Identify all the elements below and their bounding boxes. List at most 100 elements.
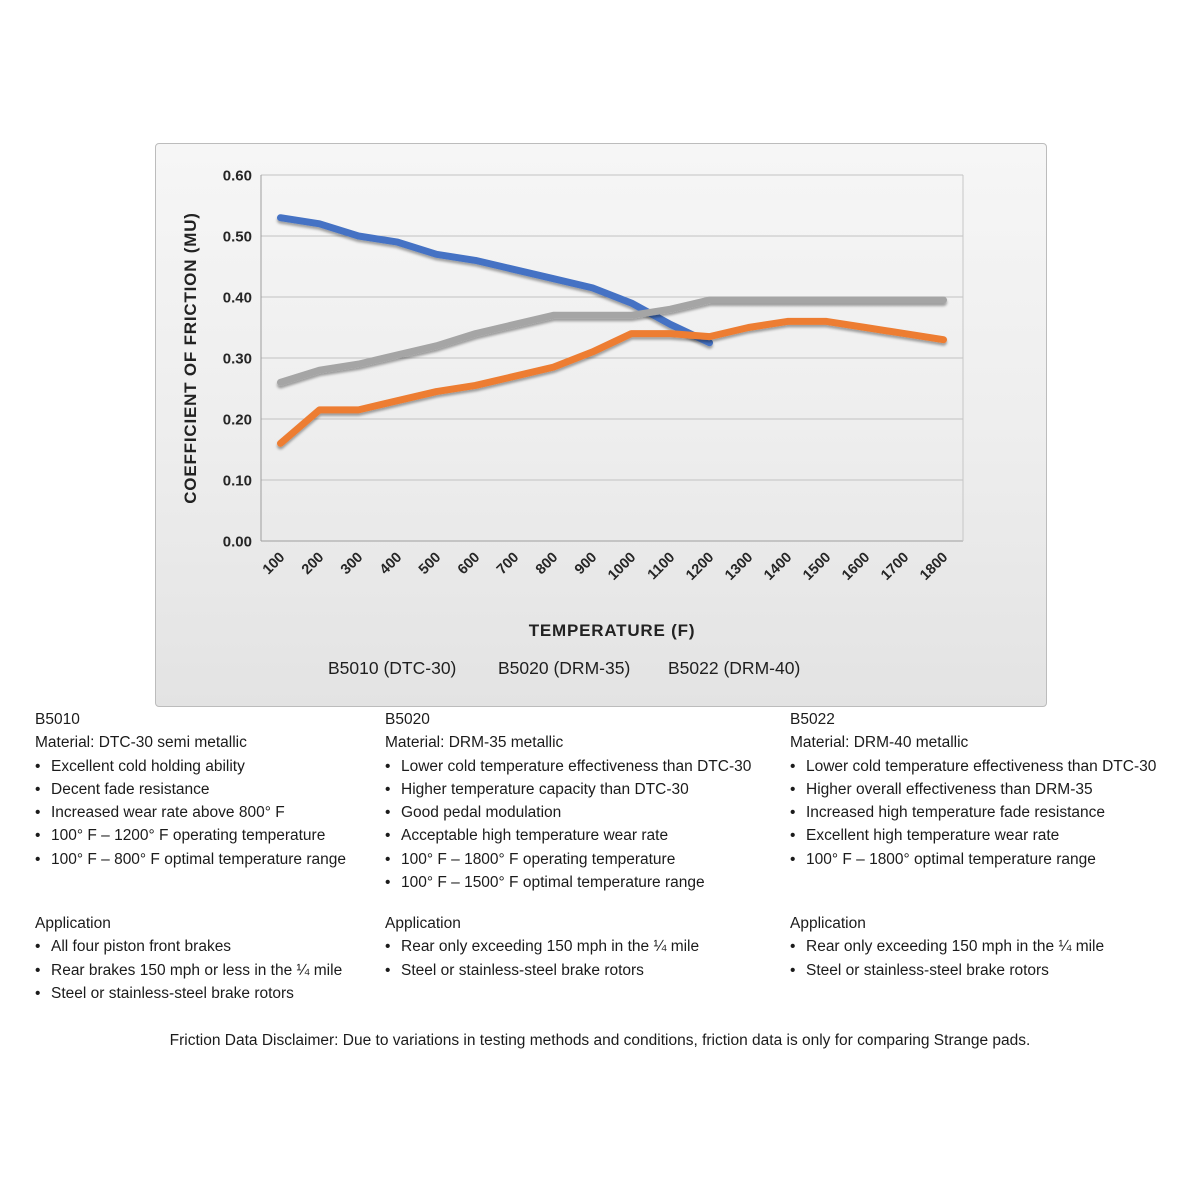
- x-axis-title: TEMPERATURE (F): [529, 621, 696, 640]
- y-axis-title: COEFFICIENT OF FRICTION (MU): [181, 212, 200, 504]
- product-column-b5022: B5022 Material: DRM-40 metallic • Lower c…: [790, 708, 1156, 979]
- x-axis-tick-label: 900: [572, 550, 600, 578]
- product-code: B5020: [385, 711, 430, 728]
- bullet-text: Excellent high temperature wear rate: [806, 827, 1060, 845]
- bullet-glyph: •: [35, 827, 41, 845]
- bullet-glyph: •: [385, 804, 391, 822]
- bullet-item: • Rear only exceeding 150 mph in the ¼ mi…: [385, 935, 699, 958]
- x-axis-tick-label: 300: [338, 550, 366, 578]
- bullet-item: • 100° F – 1800° F operating temperature: [385, 848, 751, 871]
- bullet-glyph: •: [35, 757, 41, 775]
- bullet-glyph: •: [385, 780, 391, 798]
- bullet-text: Rear only exceeding 150 mph in the ¼ mil…: [806, 938, 1105, 956]
- x-axis-tick-label: 600: [455, 550, 483, 578]
- product-column-b5020: B5020 Material: DRM-35 metallic • Lower c…: [385, 708, 751, 979]
- feature-list: • Excellent cold holding ability • Decent f…: [35, 755, 346, 871]
- bullet-item: • Excellent cold holding ability: [35, 755, 346, 778]
- y-axis-tick-label: 0.10: [223, 473, 252, 490]
- bullet-item: • 100° F – 1200° F operating temperature: [35, 824, 346, 847]
- bullet-text: 100° F – 800° F optimal temperature rang…: [51, 850, 346, 868]
- bullet-text: Steel or stainless-steel brake rotors: [51, 984, 294, 1002]
- application-block: Application • Rear only exceeding 150 mph…: [790, 912, 1104, 982]
- feature-list: • Lower cold temperature effectiveness th…: [385, 755, 751, 895]
- product-code: B5022: [790, 711, 835, 728]
- bullet-item: • Higher temperature capacity than DTC-30: [385, 778, 751, 801]
- bullet-text: Rear only exceeding 150 mph in the ¼ mil…: [401, 938, 700, 956]
- bullet-glyph: •: [385, 827, 391, 845]
- x-axis-tick-label: 1400: [761, 550, 795, 584]
- bullet-glyph: •: [35, 938, 41, 956]
- bullet-item: • Rear only exceeding 150 mph in the ¼ mi…: [790, 935, 1104, 958]
- bullet-text: Increased wear rate above 800° F: [51, 804, 285, 822]
- legend-item-b5020: B5020 (DRM-35): [440, 658, 630, 678]
- bullet-item: • Higher overall effectiveness than DRM-3…: [790, 778, 1156, 801]
- bullet-glyph: •: [35, 850, 41, 868]
- bullet-item: • Increased wear rate above 800° F: [35, 801, 346, 824]
- bullet-glyph: •: [385, 961, 391, 979]
- bullet-glyph: •: [385, 757, 391, 775]
- x-axis-tick-label: 1000: [605, 550, 639, 584]
- x-axis-tick-label: 200: [299, 550, 327, 578]
- y-axis-tick-label: 0.40: [223, 290, 252, 307]
- bullet-glyph: •: [35, 984, 41, 1002]
- bullet-text: Higher temperature capacity than DTC-30: [401, 780, 689, 798]
- feature-list: • Lower cold temperature effectiveness th…: [790, 755, 1156, 871]
- bullet-text: Good pedal modulation: [401, 804, 562, 822]
- bullet-text: Higher overall effectiveness than DRM-35: [806, 780, 1093, 798]
- x-axis-tick-label: 800: [533, 550, 561, 578]
- bullet-item: • 100° F – 1800° optimal temperature rang…: [790, 848, 1156, 871]
- bullet-item: • Rear brakes 150 mph or less in the ¼ mi…: [35, 959, 342, 982]
- bullet-item: • Steel or stainless-steel brake rotors: [35, 982, 342, 1005]
- bullet-text: 100° F – 1800° F operating temperature: [401, 850, 676, 868]
- x-axis-tick-label: 1600: [839, 550, 873, 584]
- application-heading: Application: [385, 915, 461, 932]
- bullet-item: • Increased high temperature fade resista…: [790, 801, 1156, 824]
- product-material: Material: DRM-35 metallic: [385, 734, 564, 752]
- friction-chart-panel: 0.00 0.10 0.20 0.30 0.40 0.50 0.60 100 200 300 400…: [155, 143, 1047, 707]
- bullet-glyph: •: [35, 804, 41, 822]
- y-axis-tick-label: 0.30: [223, 351, 252, 368]
- bullet-text: Steel or stainless-steel brake rotors: [401, 961, 644, 979]
- bullet-item: • All four piston front brakes: [35, 935, 342, 958]
- legend-label-b5020: B5020 (DRM-35): [498, 658, 630, 678]
- x-axis-tick-label: 1700: [878, 550, 912, 584]
- bullet-item: • 100° F – 1500° F optimal temperature ra…: [385, 871, 751, 894]
- bullet-text: Excellent cold holding ability: [51, 757, 245, 775]
- x-axis-tick-label: 1300: [722, 550, 756, 584]
- y-axis-tick-label: 0.00: [223, 534, 252, 551]
- x-axis-tick-label: 1200: [683, 550, 717, 584]
- bullet-glyph: •: [790, 938, 796, 956]
- bullet-item: • 100° F – 800° F optimal temperature ran…: [35, 848, 346, 871]
- x-axis-tick-label: 1100: [645, 550, 679, 584]
- friction-data-disclaimer: Friction Data Disclaimer: Due to variati…: [169, 1032, 1031, 1049]
- bullet-glyph: •: [790, 757, 796, 775]
- application-list: • Rear only exceeding 150 mph in the ¼ mi…: [385, 935, 699, 982]
- y-axis-tick-label: 0.60: [223, 168, 252, 185]
- application-heading: Application: [790, 915, 866, 932]
- x-axis-tick-label: 500: [416, 550, 444, 578]
- bullet-text: Acceptable high temperature wear rate: [401, 827, 669, 845]
- y-axis-tick-label: 0.20: [223, 412, 252, 429]
- bullet-glyph: •: [790, 961, 796, 979]
- friction-line-chart: 0.00 0.10 0.20 0.30 0.40 0.50 0.60 100 200 300 400…: [181, 168, 964, 678]
- bullet-glyph: •: [35, 780, 41, 798]
- bullet-glyph: •: [790, 780, 796, 798]
- bullet-glyph: •: [790, 850, 796, 868]
- legend-label-b5010: B5010 (DTC-30): [328, 658, 456, 678]
- x-axis-tick-label: 1800: [917, 550, 951, 584]
- application-block: Application • Rear only exceeding 150 mph…: [385, 912, 699, 982]
- application-list: • All four piston front brakes • Rear brake…: [35, 935, 342, 1005]
- x-axis-tick-label: 1500: [800, 550, 834, 584]
- product-code: B5010: [35, 711, 80, 728]
- bullet-glyph: •: [790, 827, 796, 845]
- bullet-text: 100° F – 1800° optimal temperature range: [806, 850, 1096, 868]
- bullet-item: • Steel or stainless-steel brake rotors: [385, 959, 699, 982]
- bullet-item: • Lower cold temperature effectiveness th…: [790, 755, 1156, 778]
- product-material: Material: DTC-30 semi metallic: [35, 734, 247, 752]
- bullet-text: 100° F – 1200° F operating temperature: [51, 827, 326, 845]
- bullet-glyph: •: [790, 804, 796, 822]
- bullet-text: Steel or stainless-steel brake rotors: [806, 961, 1049, 979]
- legend-item-b5022: B5022 (DRM-40): [610, 658, 800, 678]
- legend-label-b5022: B5022 (DRM-40): [668, 658, 800, 678]
- bullet-item: • Decent fade resistance: [35, 778, 346, 801]
